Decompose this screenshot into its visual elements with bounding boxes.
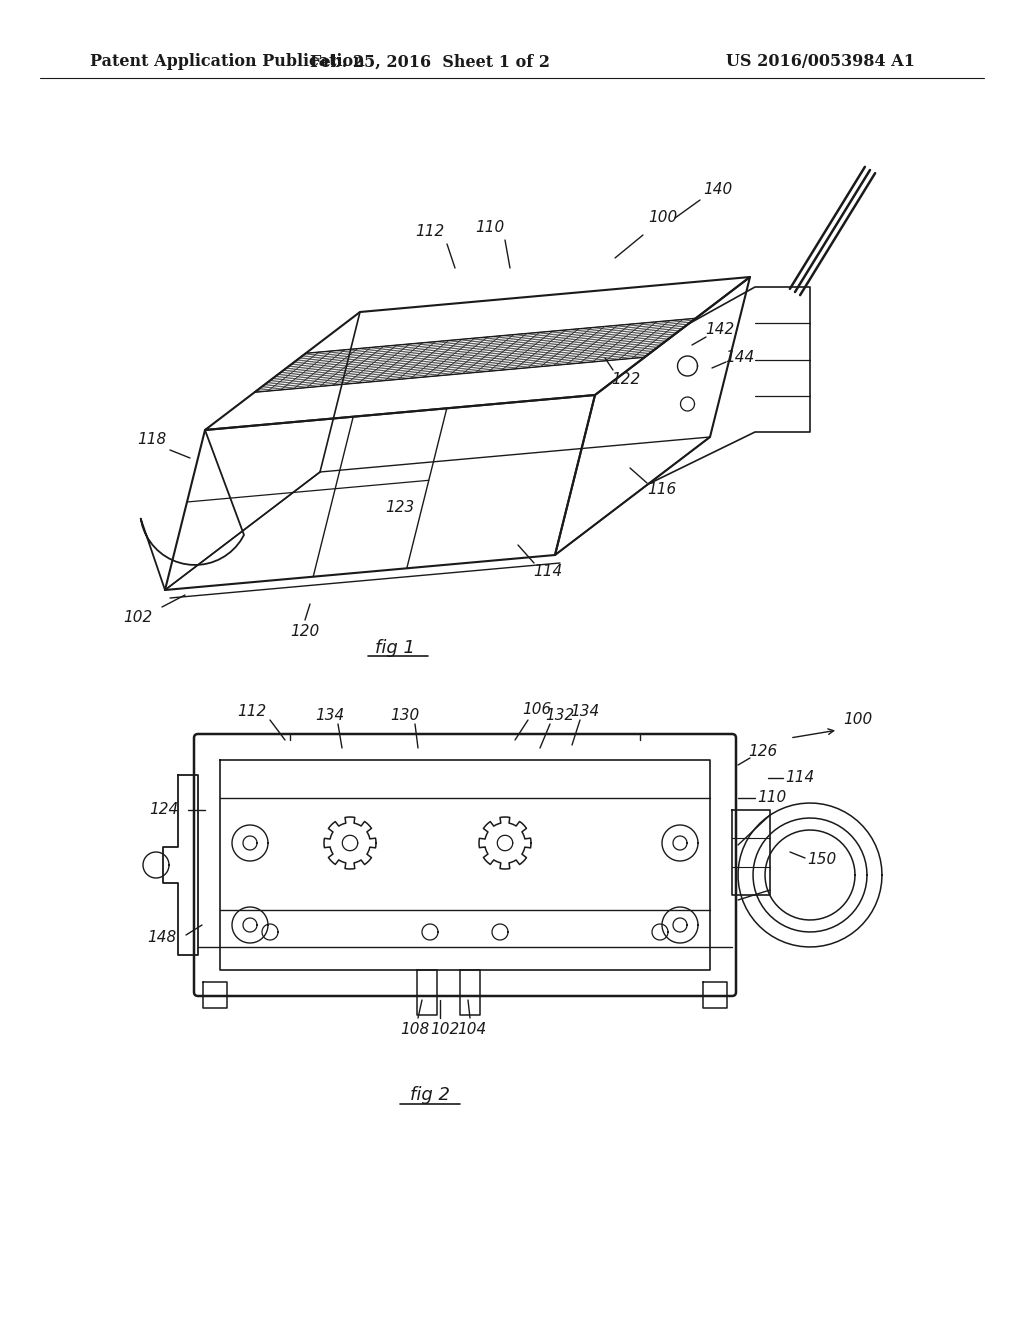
Text: 110: 110	[475, 220, 505, 235]
Text: 122: 122	[611, 372, 641, 388]
Text: 144: 144	[725, 351, 755, 366]
Text: 114: 114	[534, 565, 562, 579]
Text: fig 1: fig 1	[375, 639, 415, 657]
Text: 118: 118	[137, 433, 167, 447]
Text: US 2016/0053984 A1: US 2016/0053984 A1	[725, 54, 914, 70]
Text: 150: 150	[807, 853, 837, 867]
Text: 140: 140	[703, 182, 732, 198]
Text: Patent Application Publication: Patent Application Publication	[90, 54, 365, 70]
Text: 126: 126	[749, 744, 777, 759]
Text: 148: 148	[147, 931, 176, 945]
Text: 124: 124	[150, 803, 178, 817]
Text: 104: 104	[458, 1023, 486, 1038]
Text: 106: 106	[522, 702, 552, 718]
Text: 112: 112	[238, 705, 266, 719]
Text: 134: 134	[315, 709, 345, 723]
Text: 110: 110	[758, 791, 786, 805]
Text: 142: 142	[706, 322, 734, 338]
Text: 134: 134	[570, 705, 600, 719]
Text: 123: 123	[385, 500, 415, 516]
Text: 132: 132	[546, 709, 574, 723]
Text: Feb. 25, 2016  Sheet 1 of 2: Feb. 25, 2016 Sheet 1 of 2	[310, 54, 550, 70]
Text: 100: 100	[844, 713, 872, 727]
Text: 102: 102	[123, 610, 153, 626]
Text: 100: 100	[648, 210, 678, 226]
Text: fig 2: fig 2	[410, 1086, 450, 1104]
Text: 102: 102	[430, 1023, 460, 1038]
Text: 108: 108	[400, 1023, 430, 1038]
Text: 116: 116	[647, 483, 677, 498]
Text: 120: 120	[291, 624, 319, 639]
Text: 112: 112	[416, 224, 444, 239]
Text: 130: 130	[390, 709, 420, 723]
Text: 114: 114	[785, 771, 815, 785]
